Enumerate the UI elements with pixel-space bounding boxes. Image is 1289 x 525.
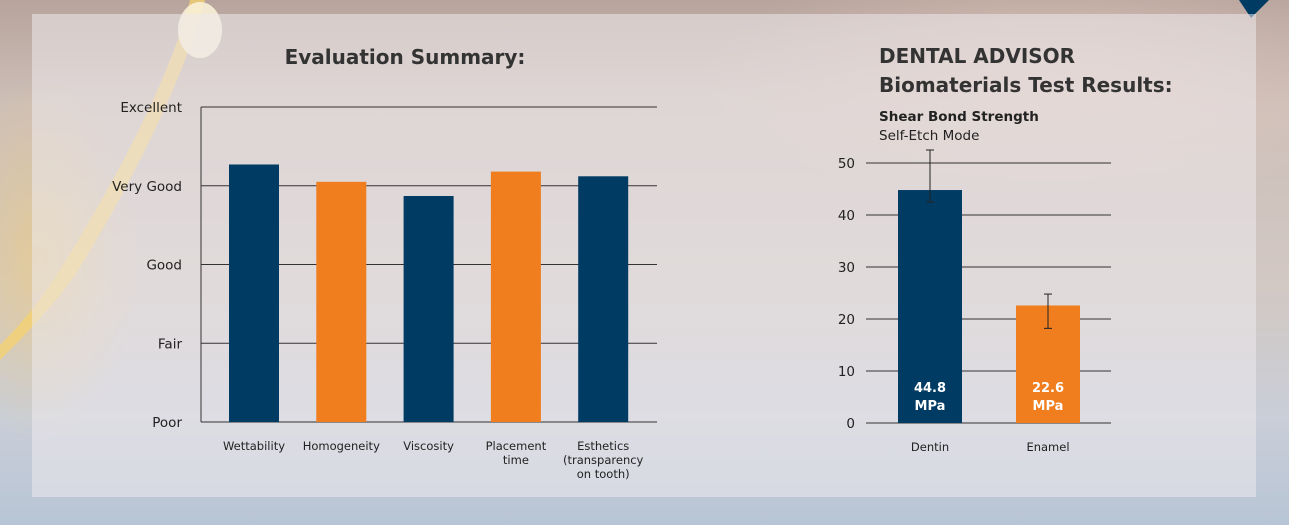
right-chart-subtitle: Shear Bond Strength [879,109,1039,125]
evaluation-summary-title: Evaluation Summary: [285,45,526,69]
bar [578,176,629,422]
right-chart-title-line1: DENTAL ADVISOR [879,44,1075,68]
data-label: 44.8 MPa [914,381,946,414]
data-label: 22.6 MPa [1032,381,1064,414]
bar [898,190,962,423]
y-tick-label: 0 [846,416,855,432]
category-label: Placement time [486,439,547,467]
category-label: Homogeneity [303,439,380,453]
y-tick-label: Very Good [112,179,182,195]
y-tick-label: 40 [838,208,855,224]
category-label: Enamel [1026,440,1069,454]
right-chart-subtitle2: Self-Etch Mode [879,128,979,144]
category-label: Dentin [911,440,949,454]
corner-accent-decoration [1239,0,1269,18]
y-tick-label: Good [146,258,182,274]
category-label: Viscosity [403,439,454,453]
y-tick-label: 20 [838,312,855,328]
right-chart-title-line2: Biomaterials Test Results: [879,73,1173,97]
y-tick-label: Excellent [120,100,182,116]
bar [490,171,541,422]
category-label: Esthetics (transparency on tooth) [563,439,644,481]
category-label: Wettability [223,439,285,453]
y-tick-label: 10 [838,364,855,380]
bar [403,195,454,422]
y-tick-label: Poor [152,415,182,431]
y-tick-label: Fair [158,336,183,352]
bar [316,181,367,422]
y-tick-label: 50 [838,156,855,172]
bar [229,164,279,423]
y-tick-label: 30 [838,260,855,276]
